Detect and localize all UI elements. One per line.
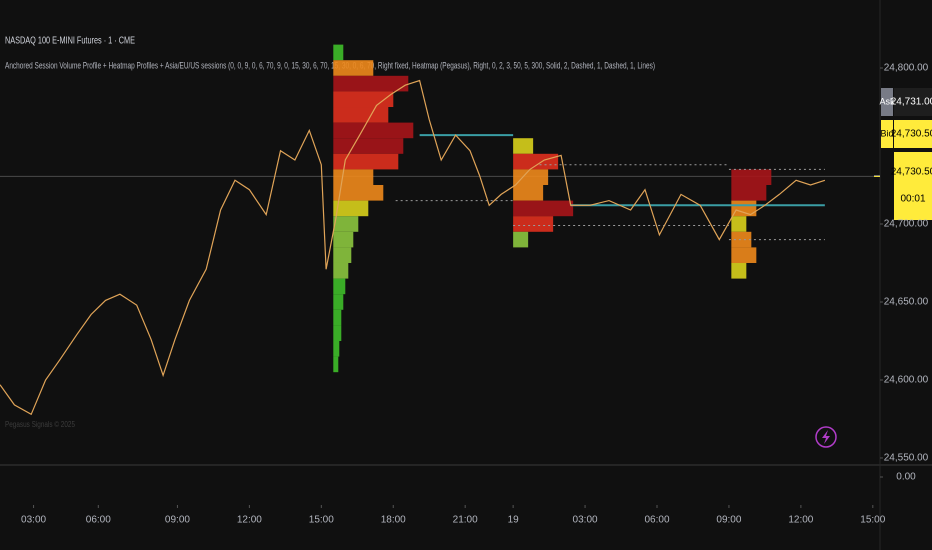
profile-bar: [333, 262, 349, 279]
profile-bar: [333, 216, 359, 232]
y-tick-label: 24,700.00: [884, 219, 929, 230]
x-tick-label: 21:00: [453, 515, 478, 526]
x-tick-label: 03:00: [21, 515, 46, 526]
x-tick-label: 19: [508, 515, 520, 526]
y-tick-label: 24,800.00: [884, 63, 929, 74]
symbol-title: NASDAQ 100 E-MINI Futures · 1 · CME: [5, 36, 135, 47]
alert-circle[interactable]: [815, 426, 837, 448]
indicator-title: Anchored Session Volume Profile + Heatma…: [5, 60, 655, 70]
profile-bar: [333, 107, 389, 123]
profile-bar: [333, 153, 399, 170]
volume-pane-tick: 0.00: [896, 472, 916, 483]
y-tick-label: 24,650.00: [884, 297, 929, 308]
profile-bar: [333, 278, 346, 295]
profile-bar: [513, 200, 574, 217]
profile-bar: [333, 60, 374, 76]
y-tick-label: 24,600.00: [884, 375, 929, 386]
ask-tag-box: [881, 88, 893, 116]
bid-box: [894, 120, 932, 148]
profile-bar: [731, 216, 747, 232]
ask-price: 24,731.00: [891, 97, 932, 108]
profile-bar: [513, 138, 534, 154]
x-tick-label: 15:00: [860, 515, 885, 526]
profile-bar: [731, 247, 757, 263]
profile-bar: [731, 262, 747, 279]
profile-bar: [731, 169, 772, 186]
alert-bolt[interactable]: [822, 430, 830, 444]
profile-bar: [333, 169, 374, 186]
x-tick-label: 03:00: [573, 515, 598, 526]
bid-tag-box: [881, 120, 893, 148]
profile-bar: [333, 340, 340, 357]
countdown: 00:01: [900, 194, 925, 205]
x-tick-label: 06:00: [86, 515, 111, 526]
profile-bar: [333, 75, 409, 92]
profile-bar: [333, 122, 414, 139]
x-tick-label: 09:00: [716, 515, 741, 526]
price-line: [0, 79, 826, 416]
bid-price: 24,730.50: [891, 129, 932, 140]
profile-bar: [333, 91, 394, 108]
x-tick-label: 12:00: [788, 515, 813, 526]
profile-bar: [513, 216, 554, 232]
profile-bar: [333, 247, 352, 263]
profile-bar: [333, 185, 384, 201]
profile-bar: [333, 44, 344, 61]
profile-bar: [333, 325, 342, 341]
watermark: Pegasus Signals © 2025: [5, 420, 75, 429]
profile-bar: [513, 169, 549, 186]
x-tick-label: 06:00: [644, 515, 669, 526]
y-tick-label: 24,550.00: [884, 453, 929, 464]
profile-bar: [731, 231, 752, 248]
bid-ask-marks: [874, 175, 880, 177]
bid-tag: Bid: [880, 128, 893, 138]
x-tick-label: 12:00: [237, 515, 262, 526]
profile-bar: [513, 153, 559, 170]
profile-bar: [333, 309, 342, 326]
profile-bar: [333, 138, 404, 154]
profile-bar: [333, 231, 354, 248]
profile-bar: [513, 185, 544, 201]
ask-tag: Ask: [879, 96, 895, 106]
last-box: [894, 152, 932, 220]
profile-bar: [731, 185, 767, 201]
x-tick-label: 18:00: [381, 515, 406, 526]
profile-bar: [333, 356, 339, 373]
x-tick-label: 09:00: [165, 515, 190, 526]
alert-icon[interactable]: [815, 426, 837, 448]
x-tick-label: 15:00: [309, 515, 334, 526]
profile-bar: [333, 294, 344, 310]
ask-box: [894, 88, 932, 116]
profile-bar: [333, 200, 369, 217]
profile-bar: [513, 231, 529, 248]
last-price: 24,730.50: [891, 167, 932, 178]
